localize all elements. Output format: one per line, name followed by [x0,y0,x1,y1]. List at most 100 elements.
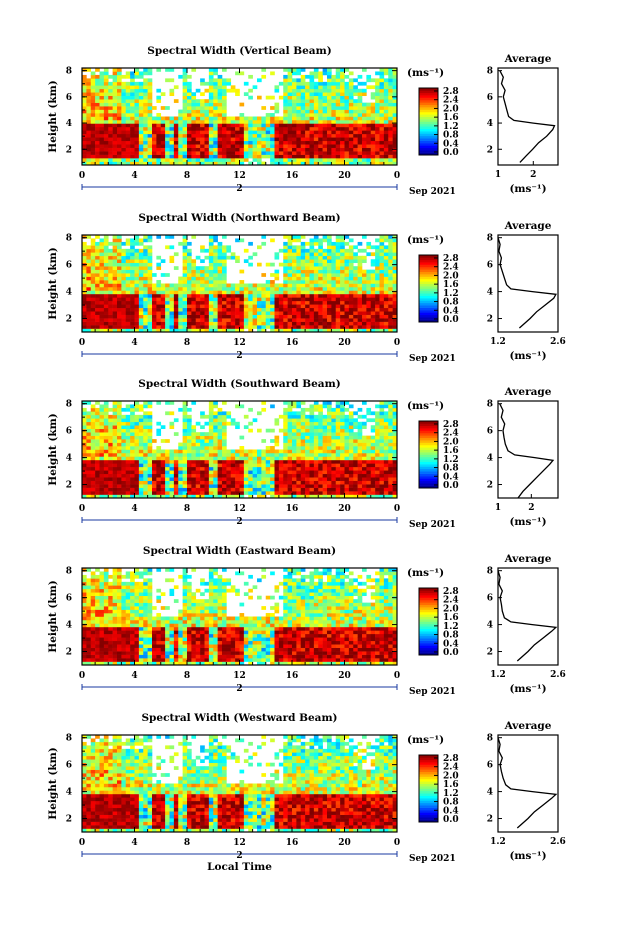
heatmap-cell [139,287,144,291]
heatmap-cell [91,256,96,260]
heatmap-cell [117,134,122,138]
heatmap-cell [244,311,249,315]
heatmap-cell [126,141,131,145]
heatmap-cell [200,158,205,162]
heatmap-cell [108,456,113,460]
heatmap-cell [170,297,175,301]
heatmap-cell [318,418,323,422]
heatmap-cell [296,453,301,457]
heatmap-cell [305,242,310,246]
heatmap-cell [205,141,210,145]
heatmap-cell [200,266,205,270]
heatmap-cell [336,443,341,447]
heatmap-cell [165,155,170,159]
heatmap-cell [231,141,236,145]
heatmap-cell [82,467,87,471]
heatmap-cell [143,436,148,440]
heatmap-cell [209,263,214,267]
heatmap-cell [257,477,262,481]
heatmap-cell [113,96,118,100]
heatmap-cell [205,297,210,301]
heatmap-cell [183,411,188,415]
heatmap-cell [165,439,170,443]
heatmap-cell [148,411,153,415]
heatmap-cell [380,259,385,263]
heatmap-cell [301,106,306,110]
heatmap-cell [113,453,118,457]
heatmap-cell [82,284,87,288]
heatmap-cell [375,85,380,89]
heatmap-cell [152,134,157,138]
heatmap-cell [362,294,367,298]
heatmap-cell [191,263,196,267]
heatmap-cell [126,89,131,93]
heatmap-cell [310,308,315,312]
heatmap-cell [288,137,293,141]
heatmap-cell [362,290,367,294]
heatmap-cell [178,284,183,288]
heatmap-cell [139,238,144,242]
heatmap-cell [156,151,161,155]
heatmap-cell [235,450,240,454]
heatmap-cell [209,117,214,121]
heatmap-cell [139,92,144,96]
heatmap-cell [91,308,96,312]
heatmap-cell [270,318,275,322]
heatmap-cell [275,130,280,134]
heatmap-cell [187,103,192,107]
heatmap-cell [358,137,363,141]
heatmap-cell [209,322,214,326]
heatmap-cell [91,287,96,291]
heatmap-cell [384,106,389,110]
heatmap-cell [305,263,310,267]
heatmap-cell [222,252,227,256]
heatmap-cell [231,287,236,291]
heatmap-cell [222,106,227,110]
heatmap-cell [139,422,144,426]
heatmap-cell [187,144,192,148]
heatmap-cell [292,311,297,315]
heatmap-cell [139,477,144,481]
heatmap-cell [388,301,393,305]
heatmap-cell [148,130,153,134]
heatmap-cell [174,432,179,436]
heatmap-cell [244,144,249,148]
heatmap-cell [170,491,175,495]
heatmap-cell [292,484,297,488]
heatmap-cell [209,470,214,474]
heatmap-cell [139,481,144,485]
heatmap-cell [170,477,175,481]
heatmap-cell [275,110,280,114]
heatmap-cell [82,270,87,274]
heatmap-cell [240,404,245,408]
heatmap-cell [331,89,336,93]
heatmap-cell [296,463,301,467]
heatmap-cell [213,256,218,260]
heatmap-cell [292,249,297,253]
heatmap-cell [257,263,262,267]
heatmap-cell [270,137,275,141]
colorbar-tick-label: 1.2 [443,289,459,299]
heatmap-cell [209,155,214,159]
heatmap-cell [310,120,315,124]
heatmap-cell [95,491,100,495]
heatmap-cell [187,491,192,495]
heatmap-cell [305,130,310,134]
heatmap-cell [121,408,126,412]
heatmap-cell [161,322,166,326]
heatmap-cell [240,325,245,329]
heatmap-cell [130,263,135,267]
heatmap-cell [296,252,301,256]
heatmap-cell [152,297,157,301]
heatmap-cell [222,141,227,145]
heatmap-cell [139,158,144,162]
heatmap-cell [205,463,210,467]
heatmap-cell [165,488,170,492]
heatmap-cell [257,245,262,249]
heatmap-cell [270,148,275,152]
heatmap-cell [240,456,245,460]
heatmap-cell [187,89,192,93]
heatmap-cell [318,325,323,329]
heatmap-cell [349,252,354,256]
heatmap-cell [331,481,336,485]
